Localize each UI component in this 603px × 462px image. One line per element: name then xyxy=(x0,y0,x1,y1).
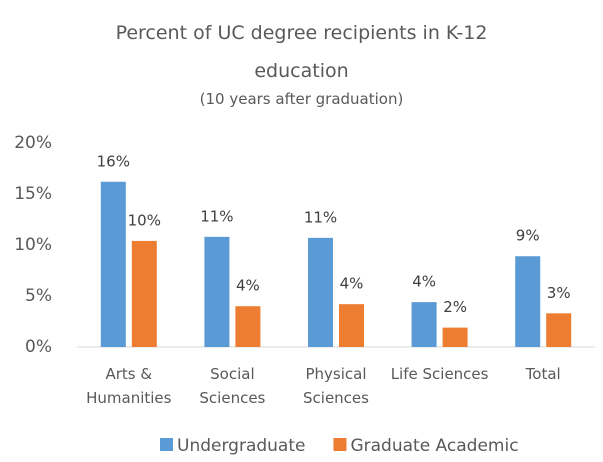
data-label: 4% xyxy=(340,275,364,293)
data-label: 9% xyxy=(516,227,540,245)
bar xyxy=(442,327,468,347)
data-label: 2% xyxy=(443,298,467,316)
legend-label: Undergraduate xyxy=(177,436,305,456)
x-tick-label: Total xyxy=(525,365,561,383)
bar xyxy=(515,256,541,347)
data-label: 4% xyxy=(236,277,260,295)
data-label: 11% xyxy=(200,207,233,225)
x-tick-label: Life Sciences xyxy=(390,365,489,383)
y-tick-label: 20% xyxy=(14,133,52,153)
chart-title: Percent of UC degree recipients in K-12 … xyxy=(115,22,488,82)
x-tick-label: Arts & Humanities xyxy=(86,365,172,407)
data-label: 10% xyxy=(128,211,161,229)
bar xyxy=(100,181,126,347)
bar xyxy=(339,304,364,347)
bar xyxy=(204,236,230,347)
y-tick-label: 5% xyxy=(25,286,52,306)
data-label: 11% xyxy=(304,208,337,226)
x-tick-label: Social Sciences xyxy=(199,365,266,407)
legend-swatch xyxy=(160,438,173,451)
data-label: 4% xyxy=(412,273,436,291)
y-tick-label: 15% xyxy=(14,184,52,204)
bar xyxy=(546,313,572,347)
y-tick-label: 0% xyxy=(25,337,52,357)
data-label: 3% xyxy=(547,284,571,302)
bar xyxy=(308,237,333,347)
x-tick-label: Physical Sciences xyxy=(303,365,369,407)
chart-subtitle: (10 years after graduation) xyxy=(199,90,404,108)
legend-label: Graduate Academic xyxy=(350,436,518,456)
bar xyxy=(235,306,261,347)
bar xyxy=(131,240,157,347)
y-tick-label: 10% xyxy=(14,235,52,255)
data-label: 16% xyxy=(97,152,130,170)
bar xyxy=(411,302,437,347)
legend-swatch xyxy=(333,438,347,451)
